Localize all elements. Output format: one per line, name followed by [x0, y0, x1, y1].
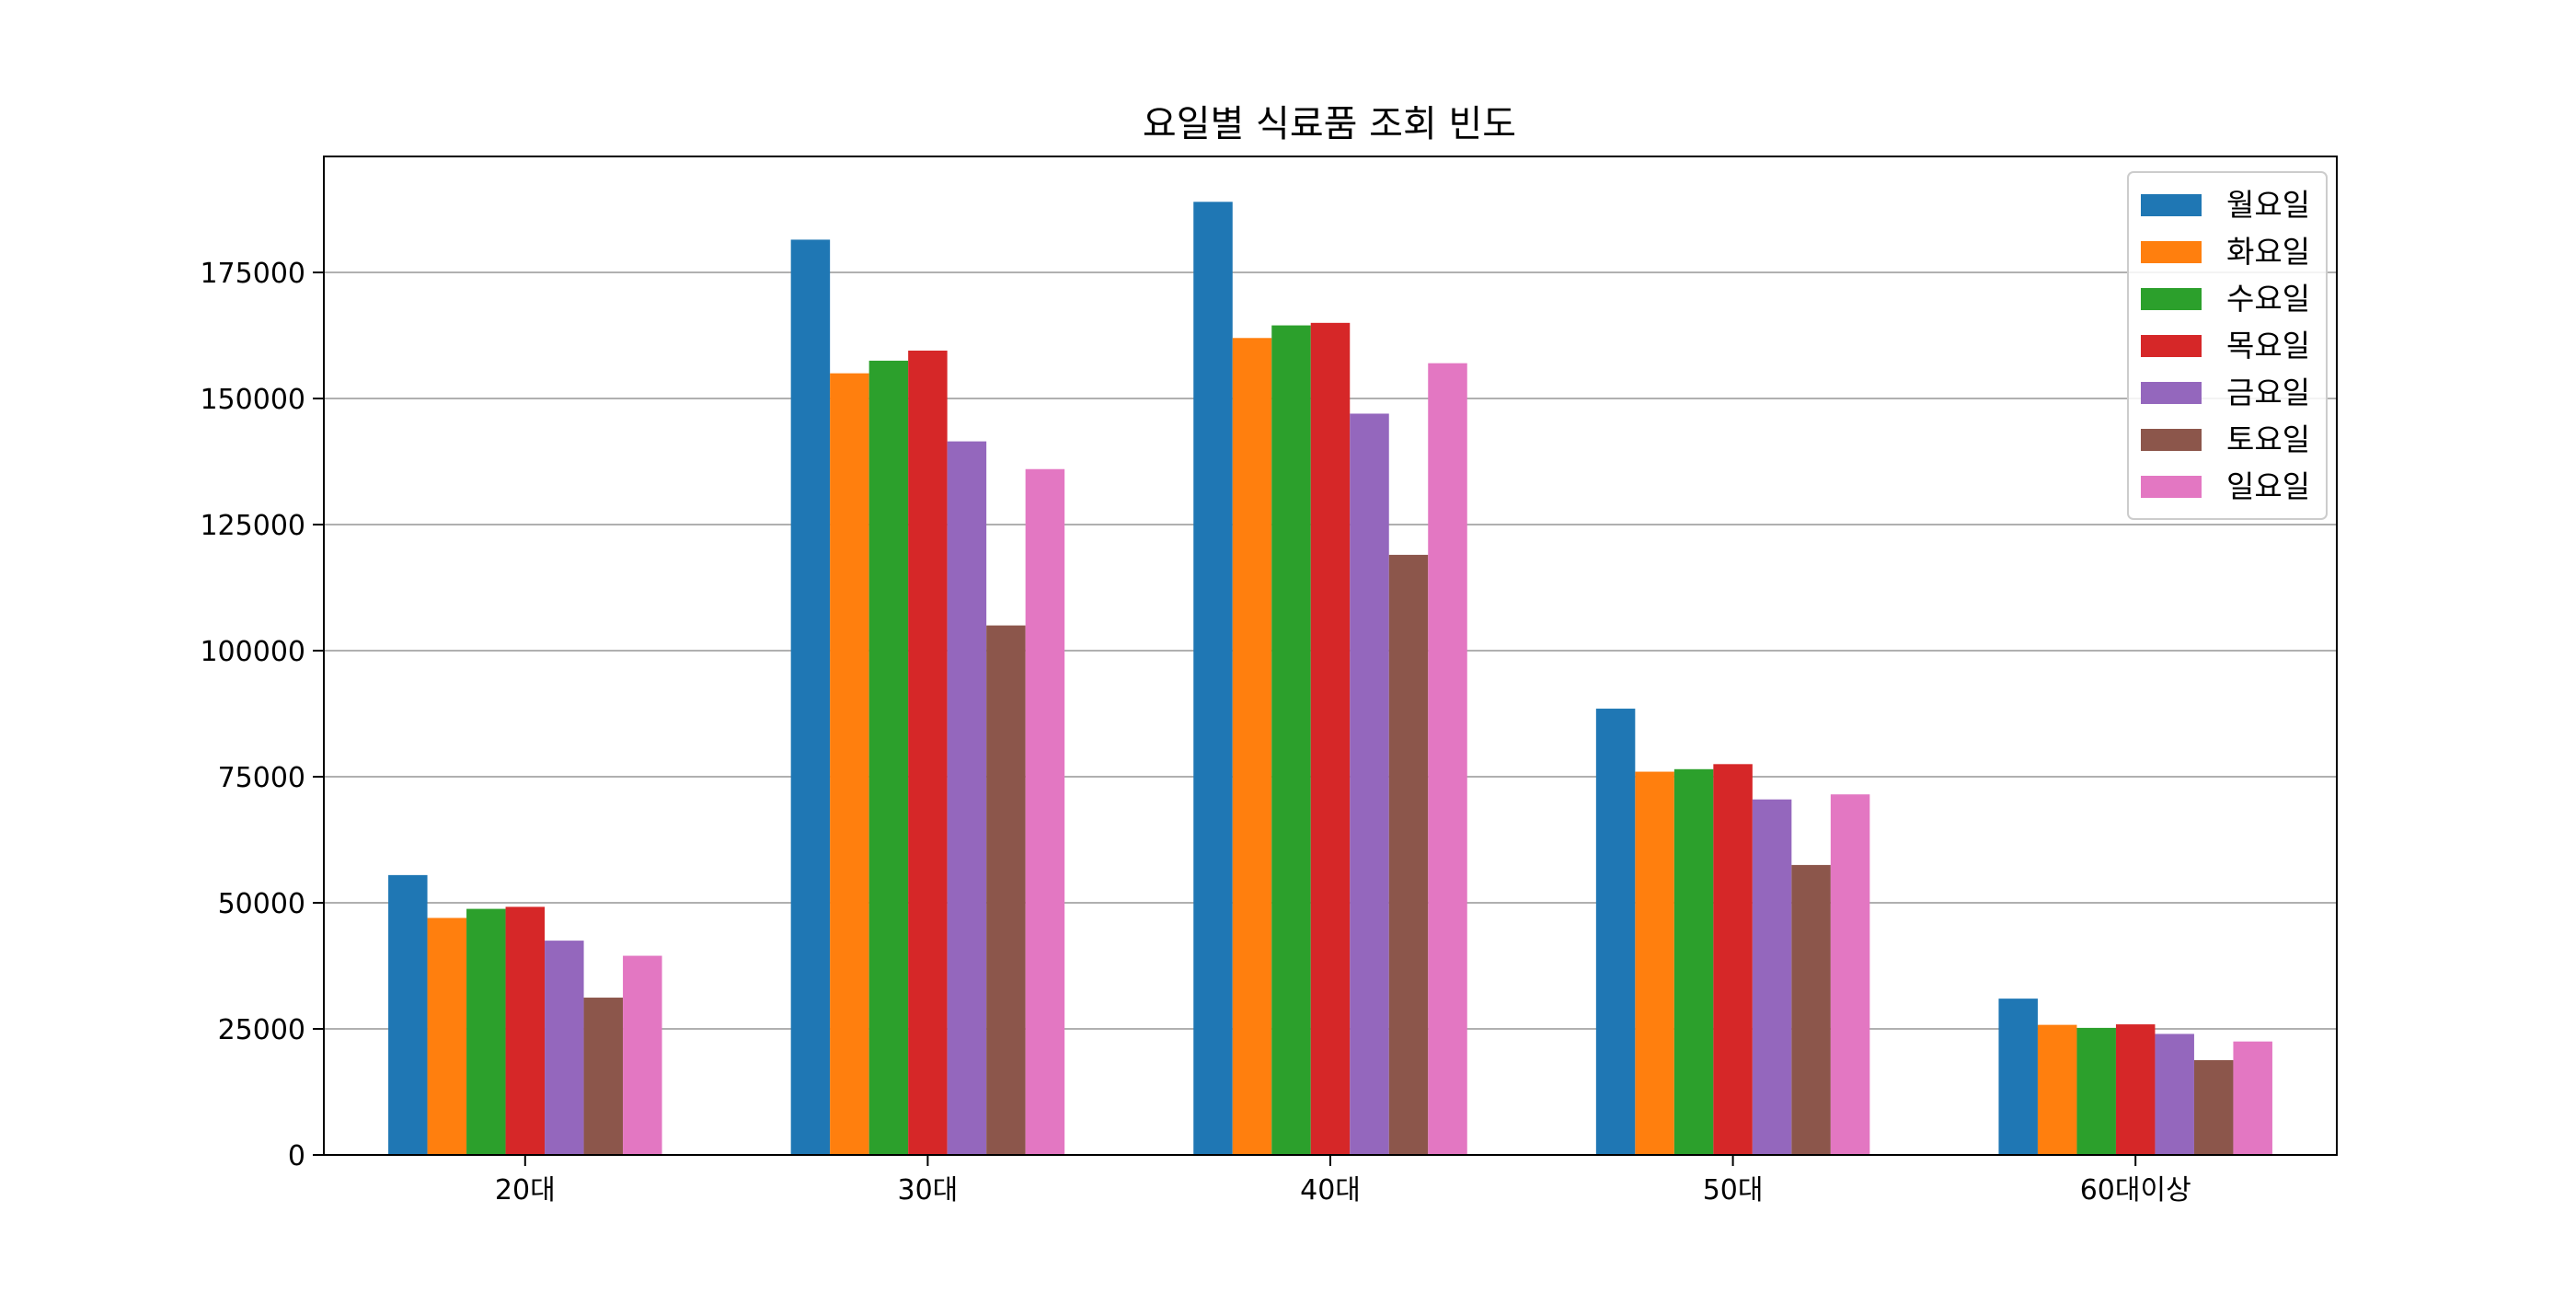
- bar: [2233, 1041, 2272, 1155]
- bar: [2076, 1027, 2116, 1155]
- bar: [790, 239, 831, 1156]
- x-tick-label: 20대: [495, 1174, 556, 1206]
- bar: [1025, 468, 1065, 1156]
- bar: [1752, 799, 1792, 1155]
- bar: [1830, 794, 1870, 1155]
- legend-label: 화요일: [2226, 234, 2310, 270]
- bar: [2155, 1033, 2194, 1155]
- bar: [1673, 768, 1714, 1155]
- bar: [1428, 363, 1467, 1155]
- x-axis: 20대 30대 40대 50대 60대이상: [495, 1155, 2191, 1206]
- bar: [505, 906, 546, 1155]
- legend-swatch: [2141, 382, 2202, 404]
- bar: [1271, 325, 1311, 1155]
- bar: [2037, 1024, 2077, 1155]
- legend-label: 일요일: [2226, 468, 2310, 504]
- y-tick-label: 75000: [218, 762, 305, 794]
- y-axis: 0 25000 50000 75000 100000 125000 150000 175000: [200, 258, 324, 1172]
- legend-label: 월요일: [2226, 187, 2310, 223]
- bar: [623, 955, 662, 1155]
- bar: [1713, 764, 1753, 1155]
- bar: [1595, 709, 1636, 1155]
- y-tick-label: 175000: [200, 258, 305, 290]
- legend-swatch: [2141, 476, 2202, 498]
- legend-label: 토요일: [2226, 421, 2310, 457]
- legend-swatch: [2141, 429, 2202, 451]
- bars: [388, 202, 2272, 1156]
- legend-label: 금요일: [2226, 375, 2310, 410]
- legend-swatch: [2141, 335, 2202, 357]
- y-tick-label: 100000: [200, 636, 305, 668]
- x-tick-label: 50대: [1703, 1174, 1764, 1206]
- legend-swatch: [2141, 194, 2202, 216]
- bar: [1193, 202, 1233, 1156]
- x-tick-label: 40대: [1300, 1174, 1361, 1206]
- bar: [908, 350, 948, 1155]
- bar: [1998, 999, 2038, 1155]
- chart-title: 요일별 식료품 조회 빈도: [1143, 103, 1516, 145]
- y-tick-label: 25000: [218, 1014, 305, 1046]
- bar: [1635, 771, 1674, 1155]
- bar: [1232, 338, 1272, 1156]
- bar: [986, 625, 1026, 1155]
- bar: [947, 441, 987, 1155]
- legend-label: 수요일: [2226, 281, 2310, 317]
- bar: [427, 918, 467, 1155]
- bar: [583, 998, 624, 1155]
- bar: [1388, 554, 1429, 1155]
- bar: [1791, 864, 1831, 1155]
- y-tick-label: 0: [288, 1140, 305, 1172]
- x-tick-label: 60대이상: [2080, 1174, 2191, 1206]
- bar: [1310, 322, 1351, 1155]
- bar: [1350, 413, 1389, 1155]
- bar: [545, 941, 584, 1155]
- bar: [2193, 1059, 2234, 1155]
- y-tick-label: 50000: [218, 888, 305, 920]
- bar: [2115, 1024, 2156, 1155]
- legend-swatch: [2141, 288, 2202, 310]
- bar: [868, 360, 909, 1155]
- y-tick-label: 150000: [200, 384, 305, 416]
- bar: [830, 373, 869, 1155]
- legend-swatch: [2141, 241, 2202, 263]
- x-tick-label: 30대: [898, 1174, 959, 1206]
- legend-label: 목요일: [2226, 328, 2310, 364]
- bar: [388, 874, 428, 1155]
- y-tick-label: 125000: [200, 510, 305, 542]
- bar: [466, 908, 506, 1155]
